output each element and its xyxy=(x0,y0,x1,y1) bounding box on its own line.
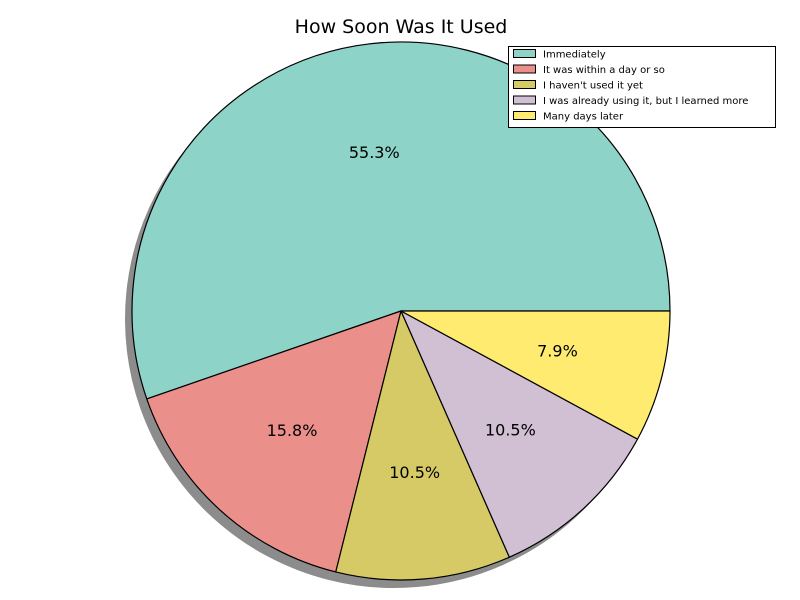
legend-frame xyxy=(508,46,776,128)
legend-label: It was within a day or so xyxy=(543,65,665,76)
legend-label: Many days later xyxy=(543,112,624,123)
slice-labels: 55.3% 15.8% 10.5% 10.5% 7.9% xyxy=(267,143,578,482)
legend: Immediately It was within a day or so I ha… xyxy=(508,46,776,128)
pie-slice xyxy=(131,41,671,400)
pie-slice xyxy=(400,310,639,558)
slice-percent-label: 15.8% xyxy=(267,421,318,440)
legend-swatch xyxy=(513,80,536,89)
pie-slice xyxy=(146,310,402,573)
slice-percent-label: 10.5% xyxy=(485,421,536,440)
pie-slices xyxy=(131,41,671,581)
slice-percent-label: 10.5% xyxy=(389,463,440,482)
chart-title: How Soon Was It Used xyxy=(295,16,508,38)
pie-slice xyxy=(400,310,671,440)
legend-swatch xyxy=(513,95,536,105)
legend-label: Immediately xyxy=(543,50,606,61)
legend-swatch xyxy=(513,64,536,74)
legend-label: I was already using it, but I learned mo… xyxy=(543,96,748,107)
legend-swatch xyxy=(513,111,536,120)
legend-swatch xyxy=(513,49,536,58)
slice-percent-label: 7.9% xyxy=(537,342,578,361)
legend-label: I haven't used it yet xyxy=(543,81,643,92)
slice-percent-label: 55.3% xyxy=(349,143,400,162)
pie-slice xyxy=(335,310,510,581)
